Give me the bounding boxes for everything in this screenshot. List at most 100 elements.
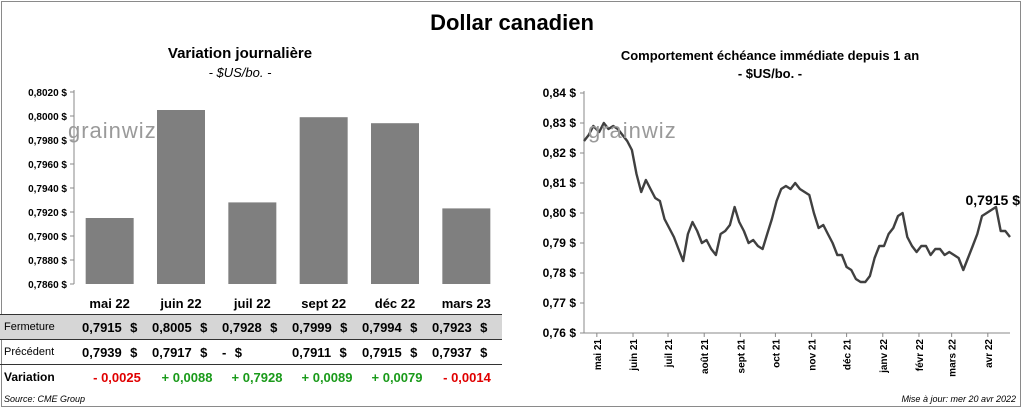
cell-value: -: [222, 344, 227, 360]
table-cell: 0,7923 $: [432, 314, 502, 340]
x-tick-label: févr 22: [915, 339, 926, 372]
y-tick-label: 0,7940 $: [28, 184, 67, 195]
table-row-precedent: Précédent 0,7939 $ 0,7917 $ - $ 0,7911 $…: [0, 339, 502, 365]
table-cell: 0,7915 $: [362, 339, 432, 365]
last-value-label: 0,7915 $: [966, 192, 1021, 208]
x-tick-label: janv 22: [879, 339, 890, 374]
variation-cell: + 0,0079: [362, 364, 432, 389]
y-tick-label: 0,7880 $: [28, 256, 67, 267]
x-tick-label: juil 21: [664, 339, 675, 369]
cell-value: 0,7911: [292, 344, 332, 360]
row-label: Précédent: [0, 339, 82, 365]
cell-unit: $: [130, 319, 138, 335]
table-cell: 0,7917 $: [152, 339, 222, 365]
cell-value: 0,8005: [152, 319, 192, 335]
cell-value: 0,7937: [432, 344, 472, 360]
x-tick-label: sept 21: [736, 339, 747, 374]
x-tick-label: nov 21: [808, 339, 819, 371]
cell-unit: $: [339, 344, 347, 360]
bar: [442, 208, 491, 284]
cell-value: 0,7994: [362, 319, 402, 335]
table-cell: 0,7999 $: [292, 314, 362, 340]
x-tick-label: juin 22: [159, 296, 201, 311]
line-chart-subtitle: - $US/bo. -: [737, 66, 803, 81]
cell-value: 0,7999: [292, 319, 332, 335]
y-tick-label: 0,7960 $: [28, 160, 67, 171]
cell-unit: $: [410, 344, 418, 360]
x-tick-label: avr 22: [984, 339, 995, 368]
y-tick-label: 0,80 $: [543, 206, 577, 220]
x-tick-label: sept 22: [301, 296, 346, 311]
table-row-fermeture: Fermeture 0,7915 $ 0,8005 $ 0,7928 $ 0,7…: [0, 314, 502, 340]
cell-value: 0,7923: [432, 319, 472, 335]
watermark-right: grainwiz: [588, 118, 677, 143]
table-cell: 0,7928 $: [222, 314, 292, 340]
bar: [85, 218, 134, 284]
y-tick-label: 0,77 $: [543, 296, 577, 310]
cell-value: 0,7939: [82, 344, 122, 360]
cell-value: 0,7928: [222, 319, 262, 335]
x-tick-label: oct 21: [771, 339, 782, 368]
bar: [371, 123, 419, 284]
x-tick-label: mars 22: [948, 339, 959, 377]
cell-unit: $: [200, 319, 208, 335]
y-tick-label: 0,82 $: [543, 146, 577, 160]
cell-unit: $: [130, 344, 138, 360]
table-cell: 0,7915 $: [82, 314, 152, 340]
variation-cell: + 0,0088: [152, 364, 222, 389]
y-tick-label: 0,83 $: [543, 116, 577, 130]
bar: [228, 202, 277, 284]
cell-unit: $: [480, 344, 488, 360]
cell-unit: $: [410, 319, 418, 335]
page-title: Dollar canadien: [430, 10, 594, 35]
table-cell: - $: [222, 339, 292, 365]
variation-cell: - 0,0014: [432, 364, 502, 389]
y-tick-label: 0,81 $: [543, 176, 577, 190]
cell-unit: $: [480, 319, 488, 335]
cell-unit: $: [234, 344, 242, 360]
y-tick-label: 0,8000 $: [28, 112, 67, 123]
update-note: Mise à jour: mer 20 avr 2022: [901, 394, 1016, 404]
y-tick-label: 0,8020 $: [28, 88, 67, 99]
watermark-left: grainwiz: [68, 118, 157, 143]
y-tick-label: 0,78 $: [543, 266, 577, 280]
y-tick-label: 0,79 $: [543, 236, 577, 250]
y-tick-label: 0,7860 $: [28, 280, 67, 291]
bar-chart-subtitle: - $US/bo. -: [208, 65, 272, 80]
price-line: [583, 121, 1011, 284]
x-tick-label: août 21: [700, 339, 711, 374]
x-tick-label: juil 22: [233, 296, 271, 311]
variation-cell: - 0,0025: [82, 364, 152, 389]
table-cell: 0,7937 $: [432, 339, 502, 365]
table-cell: 0,7939 $: [82, 339, 152, 365]
bar: [157, 110, 205, 284]
line-chart-title: Comportement échéance immédiate depuis 1…: [620, 48, 920, 63]
y-tick-label: 0,7920 $: [28, 208, 67, 219]
variation-cell: + 0,7928: [222, 364, 292, 389]
bar: [299, 117, 348, 284]
bar-chart-title: Variation journalière: [167, 45, 313, 62]
y-tick-label: 0,7900 $: [28, 232, 67, 243]
variation-cell: + 0,0089: [292, 364, 362, 389]
x-tick-label: mai 21: [593, 339, 604, 371]
x-tick-label: mars 23: [442, 296, 491, 311]
stats-table: Fermeture 0,7915 $ 0,8005 $ 0,7928 $ 0,7…: [0, 314, 502, 389]
table-cell: 0,7994 $: [362, 314, 432, 340]
table-row-variation: Variation - 0,0025 + 0,0088 + 0,7928 + 0…: [0, 364, 502, 389]
x-tick-label: mai 22: [89, 296, 129, 311]
table-cell: 0,7911 $: [292, 339, 362, 365]
cell-unit: $: [270, 319, 278, 335]
row-label: Variation: [0, 364, 82, 389]
cell-value: 0,7917: [152, 344, 192, 360]
cell-unit: $: [340, 319, 348, 335]
y-tick-label: 0,76 $: [543, 326, 577, 340]
cell-unit: $: [200, 344, 208, 360]
cell-value: 0,7915: [362, 344, 402, 360]
bar-chart: 0,7860 $ 0,7880 $ 0,7900 $ 0,7920 $ 0,7940 $…: [28, 88, 491, 311]
source-note: Source: CME Group: [4, 394, 86, 404]
x-tick-label: déc 21: [843, 339, 854, 371]
y-tick-label: 0,84 $: [543, 86, 577, 100]
row-label: Fermeture: [0, 314, 82, 340]
